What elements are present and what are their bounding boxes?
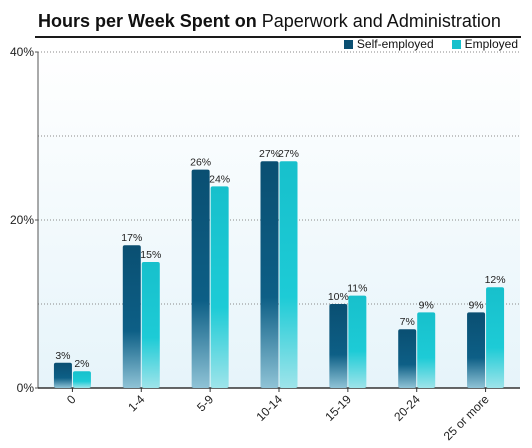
data-label-employed: 2% (74, 358, 89, 370)
bar-self-employed (467, 312, 486, 388)
legend-label-employed: Employed (464, 37, 518, 51)
title-divider (35, 36, 521, 38)
x-tick-label: 20-24 (391, 392, 423, 424)
y-tick-label: 0% (17, 381, 35, 395)
legend-label-self-employed: Self-employed (356, 37, 434, 51)
x-tick-label: 0 (64, 392, 79, 407)
bar-self-employed (329, 304, 348, 388)
data-label-employed: 15% (140, 249, 161, 261)
data-label-self-employed: 17% (121, 232, 142, 244)
data-label-self-employed: 7% (400, 316, 415, 328)
x-tick-label: 10-14 (254, 392, 286, 424)
y-tick-label: 20% (10, 213, 34, 227)
bar-self-employed (398, 329, 417, 388)
bar-employed (72, 371, 91, 388)
bar-self-employed (122, 245, 141, 388)
data-label-employed: 9% (419, 299, 434, 311)
data-label-employed: 11% (347, 283, 367, 295)
x-tick-label: 1-4 (125, 392, 147, 414)
bar-employed (141, 262, 160, 388)
bar-employed (279, 161, 298, 388)
data-label-employed: 27% (278, 148, 299, 160)
data-label-self-employed: 3% (55, 350, 70, 362)
chart-title-bold: Hours per Week Spent on (38, 11, 257, 31)
x-tick-label: 15-19 (322, 392, 354, 424)
data-label-self-employed: 10% (328, 291, 349, 303)
legend-item-employed: Employed (451, 37, 518, 51)
legend: Self-employed Employed (343, 37, 518, 51)
data-label-self-employed: 27% (259, 148, 280, 160)
bar-employed (486, 287, 505, 388)
chart-title: Hours per Week Spent on Paperwork and Ad… (38, 9, 501, 33)
data-label-employed: 12% (485, 274, 506, 286)
legend-item-self-employed: Self-employed (343, 37, 434, 51)
data-label-self-employed: 26% (190, 157, 211, 169)
bar-self-employed (191, 169, 210, 388)
bar-employed (210, 186, 229, 388)
bar-self-employed (53, 362, 72, 388)
x-tick-label: 25 or more (441, 392, 492, 443)
legend-swatch-employed (451, 39, 461, 49)
x-tick-label: 5-9 (194, 392, 216, 414)
y-tick-label: 40% (10, 45, 34, 59)
data-label-employed: 24% (209, 173, 230, 185)
data-label-self-employed: 9% (468, 299, 483, 311)
chart-title-regular: Paperwork and Administration (261, 11, 501, 31)
legend-swatch-self-employed (343, 39, 353, 49)
bar-employed (417, 312, 436, 388)
bar-employed (348, 295, 367, 388)
bar-self-employed (260, 161, 279, 388)
